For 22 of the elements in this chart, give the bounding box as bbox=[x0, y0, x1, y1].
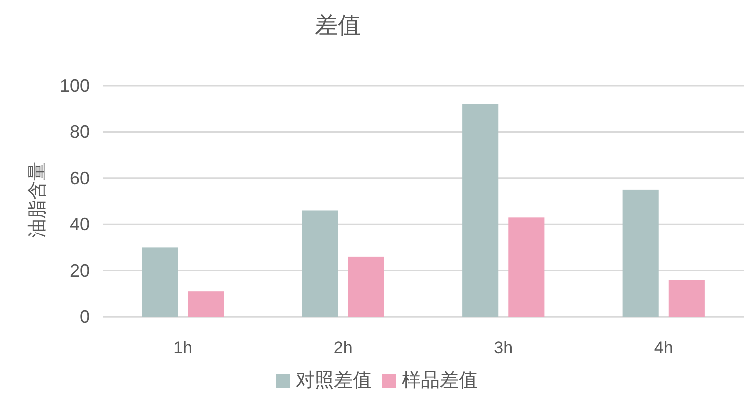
y-tick-label: 0 bbox=[80, 307, 90, 327]
chart-title: 差值 bbox=[315, 12, 361, 38]
x-tick-label: 2h bbox=[334, 338, 353, 358]
bar bbox=[348, 256, 384, 317]
bar bbox=[462, 104, 499, 317]
x-tick-label: 4h bbox=[654, 338, 674, 358]
y-tick-label: 100 bbox=[60, 76, 90, 96]
y-axis-title: 油脂含量 bbox=[28, 162, 48, 238]
bar bbox=[302, 210, 338, 317]
y-tick-label: 20 bbox=[70, 260, 90, 281]
x-tick-label: 3h bbox=[494, 338, 514, 358]
y-tick-label: 60 bbox=[70, 168, 90, 188]
x-tick-label: 1h bbox=[174, 338, 193, 358]
bar bbox=[188, 292, 224, 317]
legend-label: 对照差值 bbox=[296, 370, 372, 392]
y-tick-label: 40 bbox=[70, 214, 90, 235]
y-tick-label: 80 bbox=[70, 122, 90, 142]
bar bbox=[142, 248, 178, 317]
bar bbox=[622, 190, 659, 317]
bar bbox=[668, 280, 705, 317]
legend-label: 样品差值 bbox=[402, 370, 478, 392]
bar bbox=[508, 218, 545, 317]
